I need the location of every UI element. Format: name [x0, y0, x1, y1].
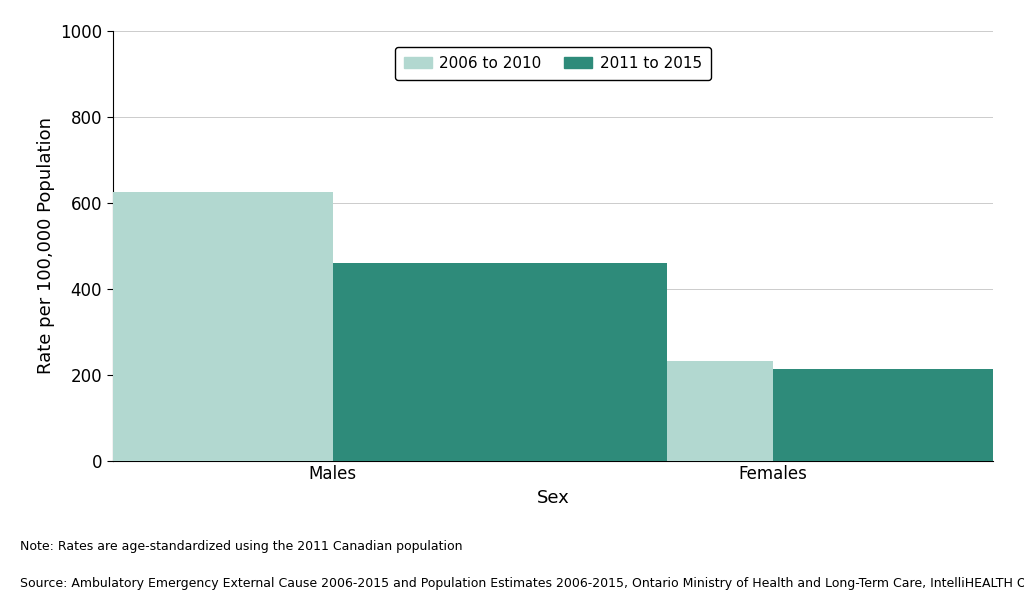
- Bar: [333, 263, 668, 460]
- Bar: [773, 370, 1024, 460]
- X-axis label: Sex: Sex: [537, 489, 569, 507]
- Bar: [438, 361, 773, 460]
- Bar: [0, 192, 333, 460]
- Text: Note: Rates are age-standardized using the 2011 Canadian population: Note: Rates are age-standardized using t…: [20, 540, 463, 553]
- Y-axis label: Rate per 100,000 Population: Rate per 100,000 Population: [37, 117, 54, 374]
- Legend: 2006 to 2010, 2011 to 2015: 2006 to 2010, 2011 to 2015: [395, 47, 711, 80]
- Text: Source: Ambulatory Emergency External Cause 2006-2015 and Population Estimates 2: Source: Ambulatory Emergency External Ca…: [20, 577, 1024, 590]
